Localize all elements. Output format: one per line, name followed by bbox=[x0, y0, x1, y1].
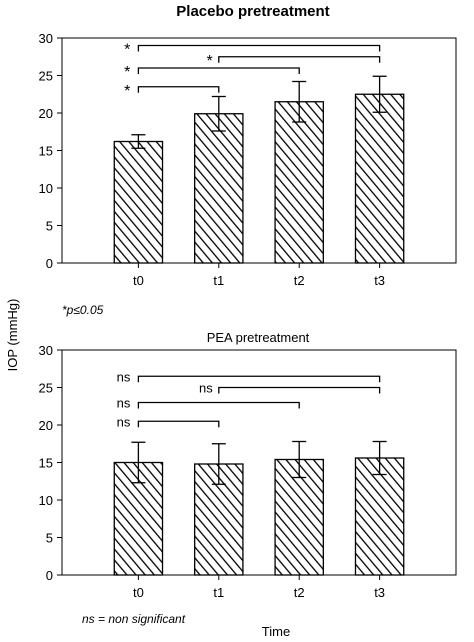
pea-chart: PEA pretreatment ns = non significant 0 5… bbox=[39, 330, 457, 626]
y-tick-label: 20 bbox=[39, 418, 53, 433]
significance-label: ns bbox=[117, 396, 131, 411]
bar bbox=[274, 458, 324, 576]
y-tick-label: 0 bbox=[46, 256, 53, 271]
x-tick-label: t3 bbox=[374, 585, 385, 600]
significance-label: ns bbox=[199, 381, 213, 396]
placebo-chart: Placebo pretreatment *p≤0.05 0 5 10 15 20 25 3… bbox=[39, 3, 457, 317]
y-tick-label: 0 bbox=[46, 568, 53, 583]
y-tick-label: 10 bbox=[39, 181, 53, 196]
y-tick-label: 15 bbox=[39, 456, 53, 471]
y-tick-label: 5 bbox=[46, 219, 53, 234]
x-tick-label: t3 bbox=[374, 273, 385, 288]
significance-label: * bbox=[207, 53, 213, 70]
significance-bracket bbox=[137, 401, 300, 409]
y-tick-label: 25 bbox=[39, 381, 53, 396]
x-tick-label: t2 bbox=[294, 585, 305, 600]
significance-bracket bbox=[137, 67, 300, 74]
bar bbox=[354, 457, 405, 576]
y-tick-label: 15 bbox=[39, 144, 53, 159]
x-tick-label: t0 bbox=[133, 585, 144, 600]
x-axis-label: Time bbox=[262, 624, 290, 639]
y-axis-label: IOP (mmHg) bbox=[5, 299, 20, 372]
significance-bracket bbox=[137, 86, 220, 93]
significance-bracket bbox=[218, 386, 381, 394]
bar bbox=[113, 140, 164, 264]
bar bbox=[354, 93, 405, 264]
x-tick-label: t2 bbox=[294, 273, 305, 288]
significance-note: *p≤0.05 bbox=[62, 303, 104, 317]
y-tick-label: 25 bbox=[39, 69, 53, 84]
y-tick-label: 30 bbox=[39, 31, 53, 46]
chart-title: Placebo pretreatment bbox=[176, 3, 329, 20]
significance-bracket bbox=[137, 44, 381, 52]
significance-label: ns bbox=[117, 414, 131, 429]
bar bbox=[274, 101, 324, 264]
bar bbox=[194, 113, 244, 264]
y-tick-label: 10 bbox=[39, 493, 53, 508]
significance-label: ns bbox=[117, 369, 131, 384]
x-tick-label: t1 bbox=[213, 273, 224, 288]
significance-bracket bbox=[137, 375, 381, 383]
significance-bracket bbox=[137, 420, 220, 428]
significance-note: ns = non significant bbox=[82, 612, 186, 626]
x-tick-label: t1 bbox=[213, 585, 224, 600]
y-tick-label: 5 bbox=[46, 531, 53, 546]
significance-label: * bbox=[124, 64, 130, 81]
y-tick-label: 30 bbox=[39, 343, 53, 358]
y-tick-label: 20 bbox=[39, 106, 53, 121]
significance-bracket bbox=[218, 56, 381, 63]
significance-label: * bbox=[124, 83, 130, 100]
x-tick-label: t0 bbox=[133, 273, 144, 288]
chart-title: PEA pretreatment bbox=[207, 330, 310, 345]
significance-label: * bbox=[124, 42, 130, 59]
